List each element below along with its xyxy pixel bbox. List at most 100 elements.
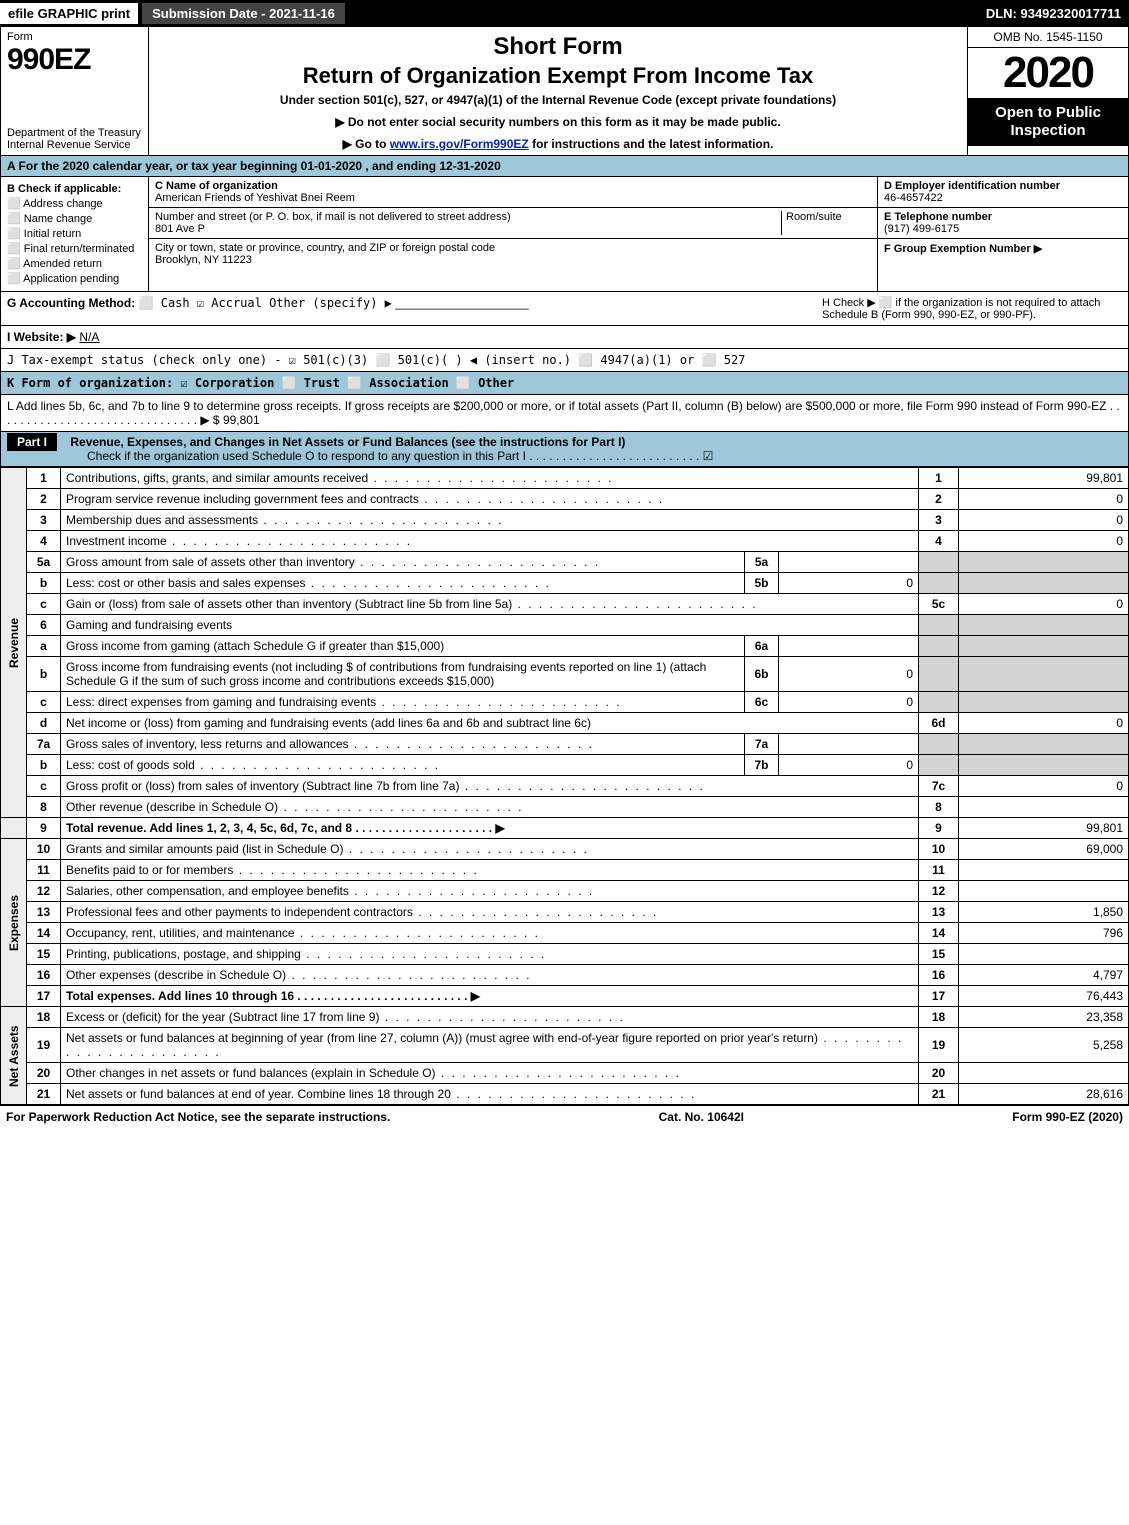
header-left: Form 990EZ Department of the Treasury In… bbox=[1, 27, 149, 155]
l13-rnum: 13 bbox=[919, 902, 959, 923]
line-j[interactable]: J Tax-exempt status (check only one) - ☑… bbox=[0, 349, 1129, 372]
chk-name-change[interactable]: Name change bbox=[7, 212, 142, 225]
footer-right: Form 990-EZ (2020) bbox=[1012, 1110, 1123, 1124]
l7c-rnum: 7c bbox=[919, 776, 959, 797]
l6-num: 6 bbox=[27, 615, 61, 636]
room-suite-label: Room/suite bbox=[781, 211, 871, 235]
part1-title: Revenue, Expenses, and Changes in Net As… bbox=[70, 435, 625, 449]
l19-amt: 5,258 bbox=[959, 1028, 1129, 1063]
chk-initial-return[interactable]: Initial return bbox=[7, 227, 142, 240]
l6d-amt: 0 bbox=[959, 713, 1129, 734]
l11-rnum: 11 bbox=[919, 860, 959, 881]
l20-amt bbox=[959, 1063, 1129, 1084]
section-def: D Employer identification number 46-4657… bbox=[878, 177, 1128, 291]
l20-rnum: 20 bbox=[919, 1063, 959, 1084]
l4-rnum: 4 bbox=[919, 531, 959, 552]
chk-address-change[interactable]: Address change bbox=[7, 197, 142, 210]
l6b-amt bbox=[959, 657, 1129, 692]
l5b-num: b bbox=[27, 573, 61, 594]
g-label: G Accounting Method: bbox=[7, 296, 135, 310]
l1-desc: Contributions, gifts, grants, and simila… bbox=[61, 468, 919, 489]
l6d-num: d bbox=[27, 713, 61, 734]
l13-num: 13 bbox=[27, 902, 61, 923]
phone-value: (917) 499-6175 bbox=[884, 223, 1122, 235]
l7c-desc: Gross profit or (loss) from sales of inv… bbox=[61, 776, 919, 797]
l18-num: 18 bbox=[27, 1007, 61, 1028]
l4-num: 4 bbox=[27, 531, 61, 552]
l17-amt: 76,443 bbox=[959, 986, 1129, 1007]
omb-number: OMB No. 1545-1150 bbox=[968, 27, 1128, 48]
part1-check[interactable]: Check if the organization used Schedule … bbox=[87, 449, 713, 463]
l6a-amt bbox=[959, 636, 1129, 657]
l11-num: 11 bbox=[27, 860, 61, 881]
l1-num: 1 bbox=[27, 468, 61, 489]
l17-num: 17 bbox=[27, 986, 61, 1007]
l12-amt bbox=[959, 881, 1129, 902]
line-l: L Add lines 5b, 6c, and 7b to line 9 to … bbox=[0, 395, 1129, 432]
l6-desc: Gaming and fundraising events bbox=[61, 615, 919, 636]
l14-desc: Occupancy, rent, utilities, and maintena… bbox=[61, 923, 919, 944]
addr-label: Number and street (or P. O. box, if mail… bbox=[155, 211, 781, 223]
h-text[interactable]: H Check ▶ ⬜ if the organization is not r… bbox=[822, 296, 1122, 321]
l17-rnum: 17 bbox=[919, 986, 959, 1007]
l7b-num: b bbox=[27, 755, 61, 776]
website-value: N/A bbox=[79, 330, 99, 344]
b-title: B Check if applicable: bbox=[7, 183, 142, 195]
l6c-rnum bbox=[919, 692, 959, 713]
submission-date: Submission Date - 2021-11-16 bbox=[142, 3, 345, 24]
footer-left: For Paperwork Reduction Act Notice, see … bbox=[6, 1110, 390, 1124]
l4-amt: 0 bbox=[959, 531, 1129, 552]
line-i: I Website: ▶ N/A bbox=[0, 326, 1129, 349]
l21-num: 21 bbox=[27, 1084, 61, 1105]
l10-num: 10 bbox=[27, 839, 61, 860]
form-header: Form 990EZ Department of the Treasury In… bbox=[0, 26, 1129, 156]
l9-amt: 99,801 bbox=[959, 818, 1129, 839]
goto-post: for instructions and the latest informat… bbox=[529, 137, 774, 151]
l19-desc: Net assets or fund balances at beginning… bbox=[61, 1028, 919, 1063]
l1-rnum: 1 bbox=[919, 468, 959, 489]
l6a-subval bbox=[779, 636, 919, 657]
l7c-amt: 0 bbox=[959, 776, 1129, 797]
l5a-amt bbox=[959, 552, 1129, 573]
chk-amended-return[interactable]: Amended return bbox=[7, 257, 142, 270]
l18-rnum: 18 bbox=[919, 1007, 959, 1028]
tax-year: 2020 bbox=[968, 48, 1128, 98]
l5c-desc: Gain or (loss) from sale of assets other… bbox=[61, 594, 919, 615]
l10-rnum: 10 bbox=[919, 839, 959, 860]
l21-desc: Net assets or fund balances at end of ye… bbox=[61, 1084, 919, 1105]
revenue-vlabel: Revenue bbox=[1, 468, 27, 818]
irs-link[interactable]: www.irs.gov/Form990EZ bbox=[390, 137, 529, 151]
l7b-amt bbox=[959, 755, 1129, 776]
l3-num: 3 bbox=[27, 510, 61, 531]
part1-label: Part I bbox=[7, 433, 57, 451]
l12-rnum: 12 bbox=[919, 881, 959, 902]
l6d-rnum: 6d bbox=[919, 713, 959, 734]
l10-amt: 69,000 bbox=[959, 839, 1129, 860]
f-label: F Group Exemption Number ▶ bbox=[884, 242, 1122, 255]
l16-desc: Other expenses (describe in Schedule O) bbox=[61, 965, 919, 986]
line-k[interactable]: K Form of organization: ☑ Corporation ⬜ … bbox=[0, 372, 1129, 395]
l6c-subval: 0 bbox=[779, 692, 919, 713]
l17-desc: Total expenses. Add lines 10 through 16 … bbox=[61, 986, 919, 1007]
g-options[interactable]: ⬜ Cash ☑ Accrual Other (specify) ▶ bbox=[139, 296, 392, 310]
chk-application-pending[interactable]: Application pending bbox=[7, 272, 142, 285]
l14-rnum: 14 bbox=[919, 923, 959, 944]
chk-final-return[interactable]: Final return/terminated bbox=[7, 242, 142, 255]
l5a-rnum bbox=[919, 552, 959, 573]
section-b: B Check if applicable: Address change Na… bbox=[1, 177, 149, 291]
efile-label[interactable]: efile GRAPHIC print bbox=[0, 3, 138, 24]
l8-rnum: 8 bbox=[919, 797, 959, 818]
part1-header: Part I Revenue, Expenses, and Changes in… bbox=[0, 432, 1129, 467]
org-city: Brooklyn, NY 11223 bbox=[155, 254, 871, 266]
l16-rnum: 16 bbox=[919, 965, 959, 986]
ein-value: 46-4657422 bbox=[884, 192, 1122, 204]
l9-desc: Total revenue. Add lines 1, 2, 3, 4, 5c,… bbox=[61, 818, 919, 839]
l3-desc: Membership dues and assessments bbox=[61, 510, 919, 531]
i-label: I Website: ▶ bbox=[7, 330, 76, 344]
netassets-vlabel: Net Assets bbox=[1, 1007, 27, 1105]
l9-rnum: 9 bbox=[919, 818, 959, 839]
l5b-amt bbox=[959, 573, 1129, 594]
l6b-rnum bbox=[919, 657, 959, 692]
l5b-sublbl: 5b bbox=[745, 573, 779, 594]
city-label: City or town, state or province, country… bbox=[155, 242, 871, 254]
